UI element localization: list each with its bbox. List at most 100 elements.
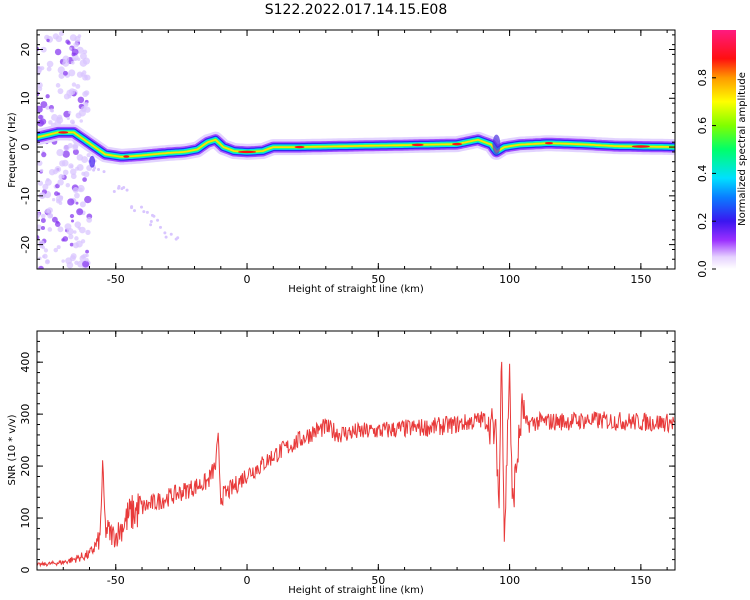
heatmap-noise-mark [70,60,75,65]
heatmap-noise-mark [48,120,53,125]
heatmap-noise-mark [86,216,93,223]
x-tick-label-snr: 100 [499,574,520,587]
heatmap-noise-mark [71,48,79,56]
heatmap-noise-mark [70,173,77,180]
heatmap-noise-mark [48,168,56,176]
heatmap-noise-mark [37,91,40,97]
heatmap-noise-mark [37,224,42,231]
heatmap-noise-mark [80,72,85,77]
heatmap-noise-mark [79,201,86,208]
heatmap-noise-mark [86,152,91,158]
heatmap-peak-mark [294,145,305,149]
heatmap-noise-mark [50,109,54,113]
heatmap-noise-mark [67,198,75,206]
heatmap-noise-mark [40,213,46,219]
heatmap-noise-mark [68,234,74,240]
heatmap-noise-mark [140,205,144,209]
heatmap-noise-mark [42,253,48,259]
heatmap-noise-mark [142,210,146,214]
heatmap-noise-mark [125,188,129,192]
colorbar-label: Normalized spectral amplitude [737,72,748,226]
heatmap-noise-mark [76,154,84,161]
heatmap-noise-mark [82,57,91,65]
heatmap-noise-mark [64,223,72,231]
heatmap-ylabel: Frequency (Hz) [7,112,18,188]
heatmap-noise-mark [59,195,64,200]
heatmap-noise-mark [40,225,46,231]
snr-series-line [37,361,675,568]
heatmap-noise-mark [81,171,86,176]
heatmap-noise-mark [65,182,71,188]
heatmap-noise-mark [163,231,167,235]
heatmap-noise-mark [68,69,76,77]
colorbar-gradient [712,30,736,269]
y-tick-label-heatmap: 10 [19,91,32,105]
heatmap-noise-mark [149,219,153,223]
heatmap-noise-mark [38,265,44,269]
heatmap-noise-mark [44,178,52,186]
heatmap-noise-mark [68,47,72,51]
heatmap-noise-mark [62,59,70,67]
heatmap-peak-mark [452,142,463,146]
heatmap-noise-mark [85,249,89,254]
heatmap-ticks: -50 0 50 100 150 -20 -10 0 10 20 [19,30,675,286]
heatmap-peak-mark [544,141,553,145]
y-tick-label-snr: 100 [19,508,32,529]
heatmap-noise-mark [73,41,79,48]
heatmap-noise-mark [72,144,79,151]
heatmap-noise-mark [75,83,81,89]
heatmap-peak-mark [123,155,130,158]
heatmap-noise-mark [62,70,68,76]
x-tick-label-heatmap: 0 [244,273,251,286]
colorbar-tick-label: 0.8 [696,69,709,87]
heatmap-noise-mark [41,152,47,158]
snr-panel: -50 0 50 100 150 0 100 200 300 400 Height of stra… [7,330,676,596]
heatmap-noise-mark [58,201,63,205]
y-tick-label-heatmap: -20 [19,236,32,254]
snr-ylabel: SNR (10 * v/v) [7,414,18,485]
heatmap-noise-mark [57,88,64,95]
heatmap-peak-mark [631,145,650,148]
heatmap-noise-mark [45,259,50,264]
heatmap-noise-mark [39,168,44,173]
heatmap-noise-mark [71,82,77,87]
heatmap-noise-mark [85,257,89,262]
heatmap-noise-mark [43,248,49,253]
heatmap-noise-mark [69,34,77,42]
heatmap-noise-mark [69,213,75,219]
heatmap-noise-mark [37,86,43,92]
x-tick-label-heatmap: -50 [107,273,125,286]
heatmap-noise-mark [84,101,89,106]
x-tick-label-heatmap: 100 [499,273,520,286]
heatmap-yellow-band [37,131,675,158]
heatmap-noise-mark [37,105,43,114]
heatmap-noise-mark [52,198,56,202]
colorbar-tick-label: 0.2 [696,212,709,230]
heatmap-noise-mark [72,149,79,156]
heatmap-noise-mark [79,226,86,234]
heatmap-noise-mark [156,218,160,222]
heatmap-noise-mark [133,209,137,213]
heatmap-xlabel: Height of straight line (km) [288,284,424,295]
heatmap-noise-mark [67,94,72,99]
heatmap-noise-mark [40,46,47,53]
snr-plot-area [37,331,675,570]
heatmap-noise-mark [46,38,50,43]
heatmap-noise-mark [73,230,77,234]
snr-xlabel: Height of straight line (km) [288,585,424,596]
x-tick-label-heatmap: 150 [630,273,651,286]
heatmap-noise-mark [56,148,64,157]
x-tick-label-snr: 150 [630,574,651,587]
heatmap-noise-mark [74,192,80,199]
heatmap-noise-mark [72,242,79,249]
heatmap-noise-mark [68,163,74,169]
heatmap-noise-mark [70,168,77,176]
heatmap-noise-mark [77,96,85,104]
heatmap-noise-mark [85,253,89,258]
heatmap-frame [36,29,676,270]
heatmap-noise-mark [62,236,69,242]
heatmap-noise-mark [80,254,86,259]
heatmap-noise-mark [54,48,62,56]
y-tick-label-heatmap: -10 [19,187,32,205]
